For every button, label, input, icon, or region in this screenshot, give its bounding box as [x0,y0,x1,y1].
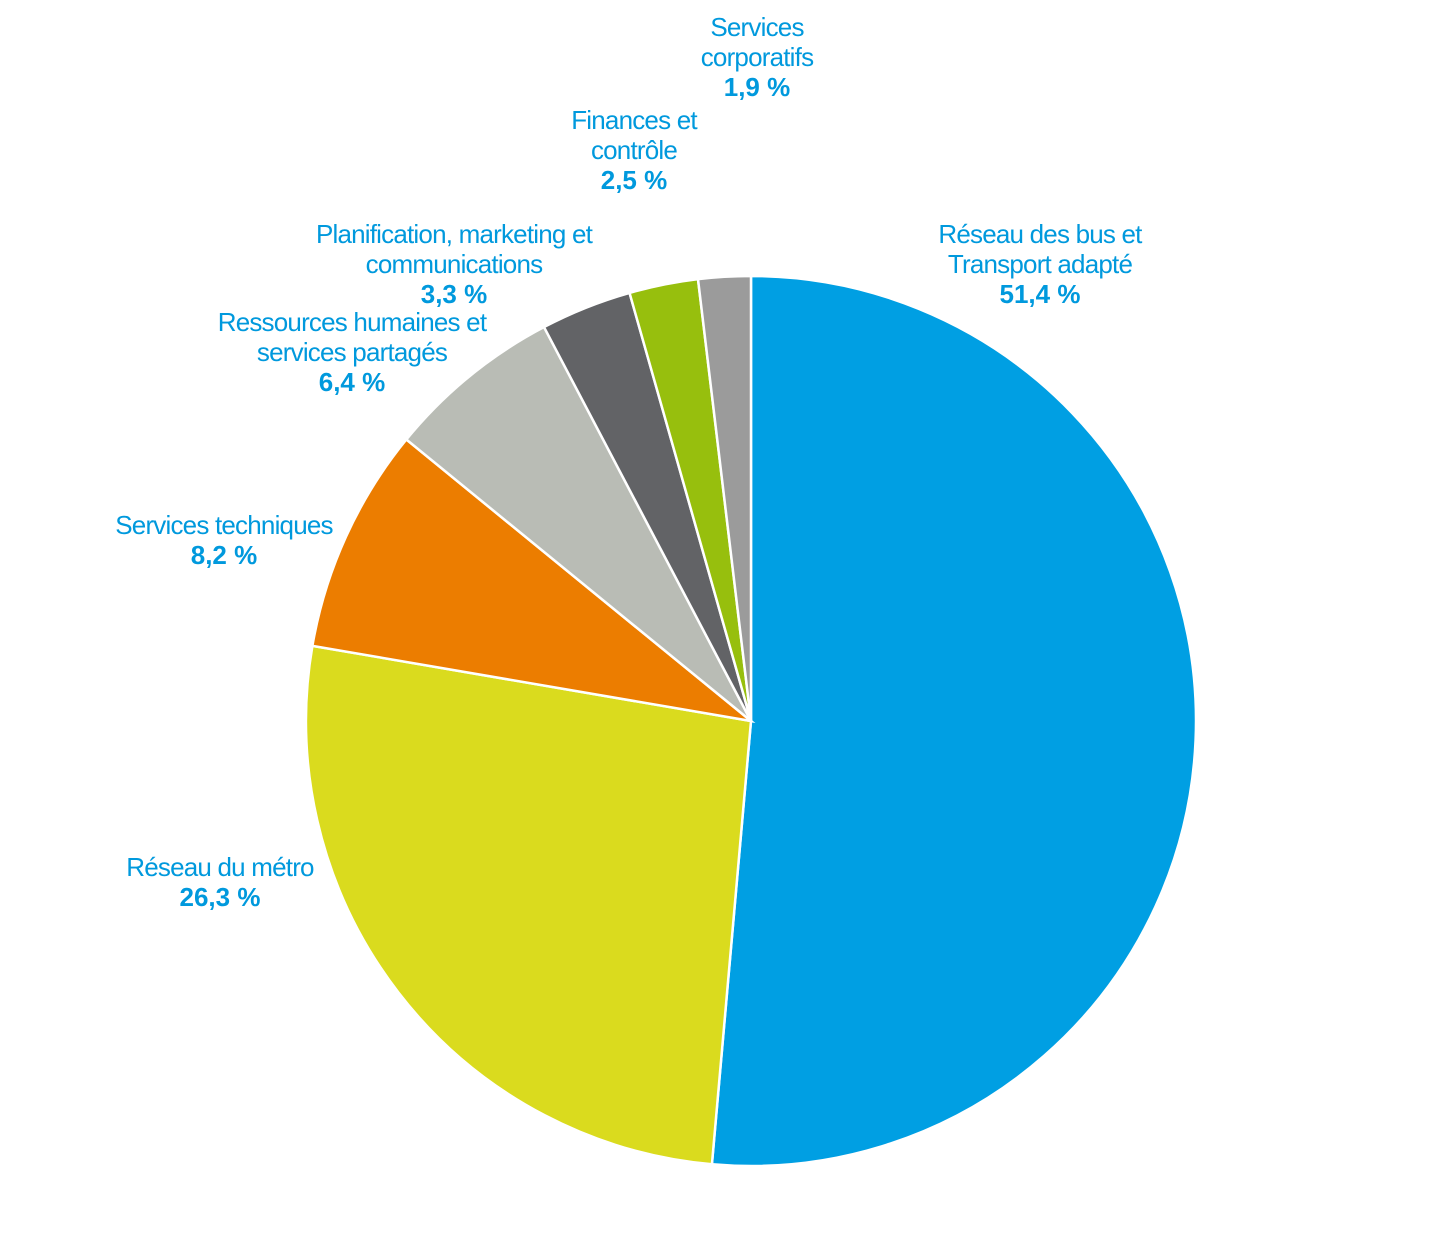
slice-value-label: 3,3 % [421,279,488,309]
slice-label-line: communications [366,249,543,279]
slice-value-label: 51,4 % [1000,279,1081,309]
pie-slices [304,274,1198,1168]
slice-label-line: Services [710,12,804,42]
pie-slice-2 [310,437,756,724]
slice-label-line: services partagés [257,337,448,367]
slice-value-label: 8,2 % [191,540,258,570]
slice-label-0: Réseau des bus et Transport adapté 51,4 % [938,219,1143,309]
slice-label-line: Réseau du métro [126,852,314,882]
pie-slice-3 [404,325,753,722]
slice-label-3: Ressources humaines et services partagés 6… [218,307,488,397]
slice-label-5: Finances et contrôle 2,5 % [571,105,698,195]
pie-labels: Réseau des bus et Transport adapté 51,4 %R… [115,12,1144,912]
pie-slice-1 [304,644,753,1166]
slice-label-line: contrôle [591,135,677,165]
slice-label-line: Finances et [571,105,698,135]
slice-label-line: Transport adapté [948,249,1133,279]
pie-slice-6 [696,274,753,722]
slice-label-2: Services techniques 8,2 % [115,510,333,570]
pie-slice-0 [710,274,1198,1168]
slice-label-line: Ressources humaines et [218,307,488,337]
slice-value-label: 1,9 % [724,72,791,102]
slice-label-line: Planification, marketing et [316,219,594,249]
slice-value-label: 6,4 % [319,367,386,397]
slice-label-6: Services corporatifs 1,9 % [701,12,814,102]
slice-value-label: 2,5 % [601,165,668,195]
slice-label-line: Réseau des bus et [938,219,1143,249]
slice-label-line: Services techniques [115,510,333,540]
slice-label-line: corporatifs [701,42,814,72]
slice-label-1: Réseau du métro 26,3 % [126,852,314,912]
slice-value-label: 26,3 % [180,882,261,912]
slice-label-4: Planification, marketing et communication… [316,219,594,309]
